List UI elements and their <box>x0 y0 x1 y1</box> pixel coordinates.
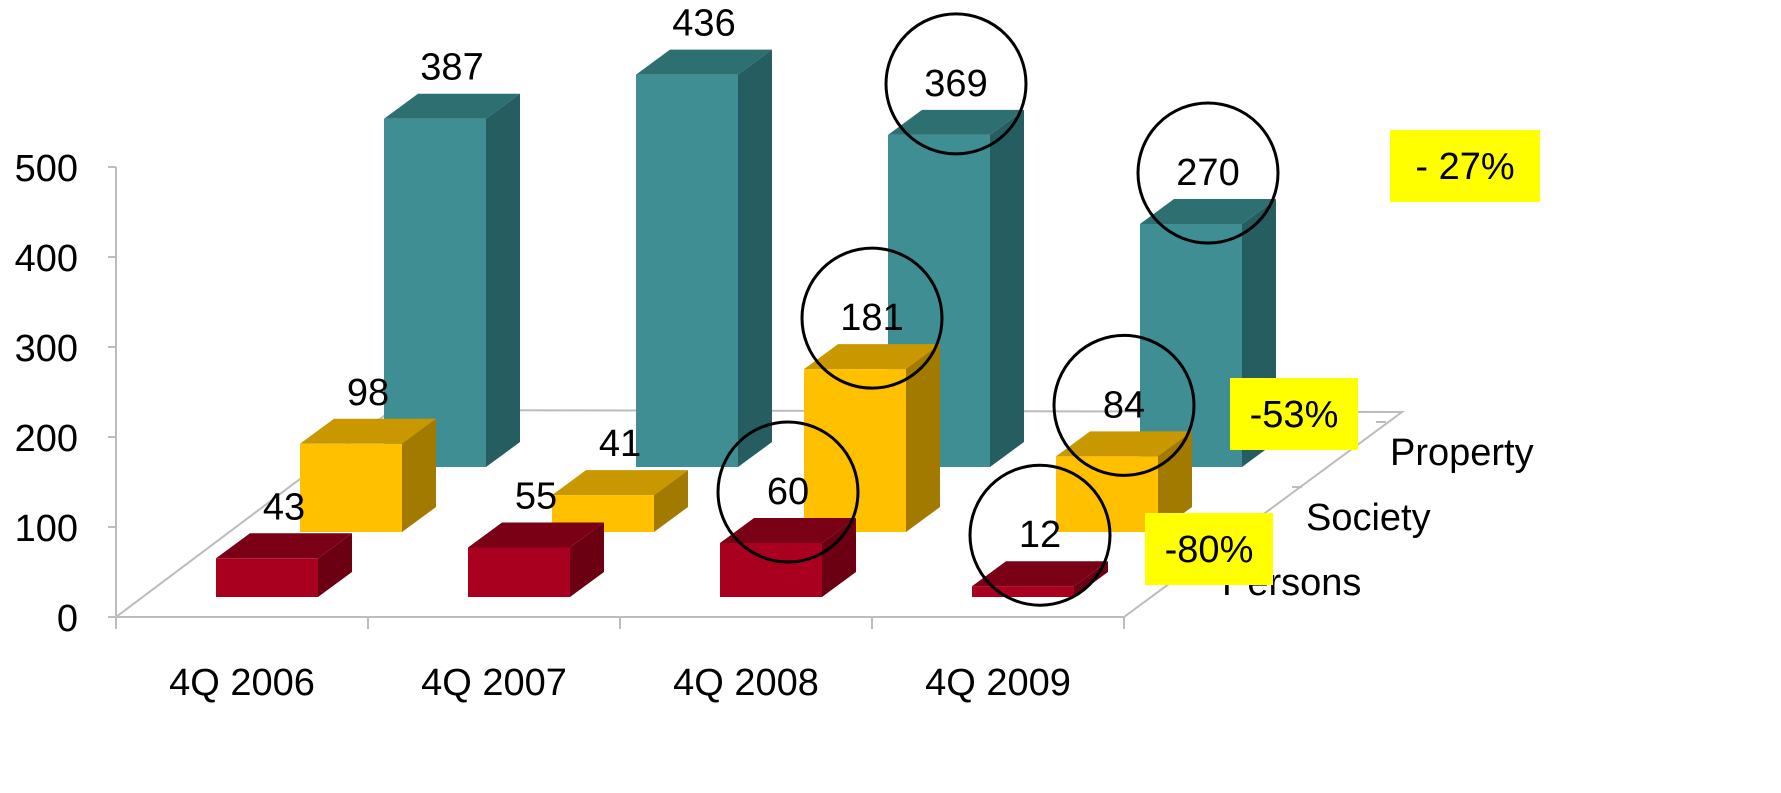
chart-annotations: - 27% -53% -80% <box>716 12 1540 607</box>
bar-side <box>570 522 604 597</box>
bar-top <box>720 518 856 543</box>
bar-persons <box>972 561 1108 597</box>
bar-side <box>654 470 688 532</box>
bar-front <box>720 543 822 597</box>
x-tick-label: 4Q 2006 <box>169 662 315 704</box>
bar-front <box>216 558 318 597</box>
bar-side <box>318 533 352 597</box>
data-label: 43 <box>263 486 305 528</box>
data-label: 369 <box>924 63 987 105</box>
bar-top <box>804 344 940 370</box>
bar-side <box>738 49 772 467</box>
data-label: 387 <box>420 47 483 89</box>
data-label: 12 <box>1019 514 1061 556</box>
change-callout-box <box>1145 513 1273 585</box>
depth-label-society: Society <box>1306 497 1431 539</box>
bar-top <box>552 470 688 496</box>
highlight-circle <box>1052 333 1196 477</box>
change-callout-society: -53% <box>1230 378 1358 450</box>
y-tick-label: 100 <box>15 508 78 550</box>
bar-society <box>804 344 940 532</box>
bar-persons <box>216 533 352 597</box>
bar-property <box>636 49 772 467</box>
bar-side <box>486 93 520 467</box>
bar-top <box>1056 431 1192 457</box>
bar-side <box>402 418 436 532</box>
change-callout-text: -80% <box>1165 529 1254 571</box>
x-tick-label: 4Q 2009 <box>925 662 1071 704</box>
bar-side <box>990 109 1024 468</box>
bar-top <box>636 49 772 75</box>
bar-front <box>300 443 402 532</box>
bar-top <box>384 93 520 119</box>
data-label: 84 <box>1103 384 1145 426</box>
y-tick-label: 500 <box>15 148 78 190</box>
bar-top <box>300 418 436 444</box>
change-callout-text: - 27% <box>1415 146 1514 188</box>
chart-data-labels: 43 55 60 12 98 41 181 84 387 436 369 270 <box>263 3 1240 557</box>
highlight-circle <box>1136 101 1280 245</box>
y-tick-label: 400 <box>15 238 78 280</box>
bar-side <box>822 518 856 597</box>
data-label: 55 <box>515 476 557 518</box>
highlight-circle <box>968 463 1112 607</box>
data-label: 98 <box>347 372 389 414</box>
change-callout-box <box>1230 378 1358 450</box>
data-label: 270 <box>1176 152 1239 194</box>
y-tick-label: 0 <box>57 598 78 640</box>
bar-front <box>972 586 1074 597</box>
bar-front <box>468 547 570 597</box>
bar-property <box>384 93 520 467</box>
bar-persons <box>720 518 856 597</box>
bar-persons <box>468 522 604 597</box>
bar-society <box>1056 431 1192 532</box>
y-tick-label: 200 <box>15 418 78 460</box>
data-label: 41 <box>599 423 641 465</box>
chart-axes: 0 100 200 300 400 500 4Q 2006 4Q 2007 4Q 2008 4Q … <box>15 148 1534 704</box>
bar-top <box>1140 199 1276 224</box>
change-callout-persons: -80% <box>1145 513 1273 585</box>
change-callout-text: -53% <box>1250 394 1339 436</box>
data-label: 181 <box>840 297 903 339</box>
change-callout-property: - 27% <box>1390 130 1540 202</box>
bar-side <box>1158 431 1192 532</box>
highlight-circle <box>884 12 1028 156</box>
highlight-circle <box>800 246 944 390</box>
bar-front <box>636 74 738 467</box>
bar-top <box>216 533 352 559</box>
x-tick-label: 4Q 2008 <box>673 662 819 704</box>
x-tick-label: 4Q 2007 <box>421 662 567 704</box>
bar-side <box>906 344 940 532</box>
bar-top <box>972 561 1108 587</box>
y-tick-label: 300 <box>15 328 78 370</box>
data-label: 60 <box>767 471 809 513</box>
bar-society <box>300 418 436 532</box>
bar-front <box>804 369 906 532</box>
bar-top <box>888 109 1024 135</box>
bar-top <box>468 522 604 548</box>
bar-front <box>384 118 486 467</box>
depth-label-property: Property <box>1390 432 1534 474</box>
change-callout-box <box>1390 130 1540 202</box>
chart-bars <box>216 49 1276 597</box>
bar-front <box>1140 224 1242 467</box>
data-label: 436 <box>672 3 735 45</box>
highlight-circle <box>716 420 860 564</box>
